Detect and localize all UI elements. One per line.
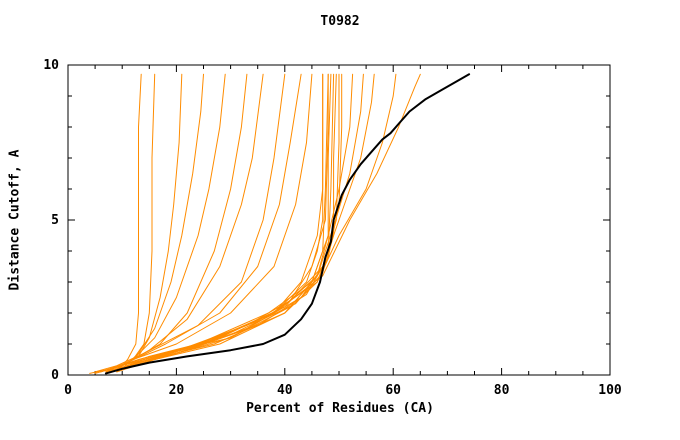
series-model-23 — [89, 73, 324, 374]
x-axis-label: Percent of Residues (CA) — [246, 401, 434, 416]
y-axis-label: Distance Cutoff, A — [7, 149, 23, 291]
y-tick-label: 5 — [51, 213, 59, 228]
series-model-06 — [105, 73, 248, 373]
series-model-18 — [105, 73, 354, 373]
series-model-24 — [94, 73, 329, 374]
x-tick-label: 100 — [598, 383, 622, 398]
series-model-17 — [127, 73, 343, 367]
series-model-05 — [110, 73, 226, 373]
series-model-21 — [100, 73, 397, 373]
x-tick-label: 40 — [277, 383, 293, 398]
series-model-11 — [110, 73, 324, 373]
series-model-04 — [121, 73, 204, 370]
series-model-15 — [116, 73, 337, 370]
y-tick-label: 0 — [51, 368, 59, 383]
series-model-01 — [116, 73, 142, 373]
series-model-08 — [94, 73, 286, 373]
series-model-10 — [105, 73, 313, 373]
series-model-03 — [116, 73, 183, 370]
series-model-16 — [121, 73, 340, 370]
x-tick-label: 80 — [494, 383, 510, 398]
y-tick-label: 10 — [43, 58, 59, 73]
series-best-model — [104, 73, 471, 375]
series-model-19 — [110, 73, 364, 373]
series-model-12 — [116, 73, 329, 373]
series-model-14 — [110, 73, 335, 373]
series-model-02 — [110, 73, 156, 373]
chart-title: T0982 — [320, 14, 360, 29]
x-tick-label: 0 — [64, 383, 72, 398]
series-model-22 — [105, 73, 421, 373]
x-tick-label: 60 — [385, 383, 401, 398]
x-tick-label: 20 — [169, 383, 185, 398]
